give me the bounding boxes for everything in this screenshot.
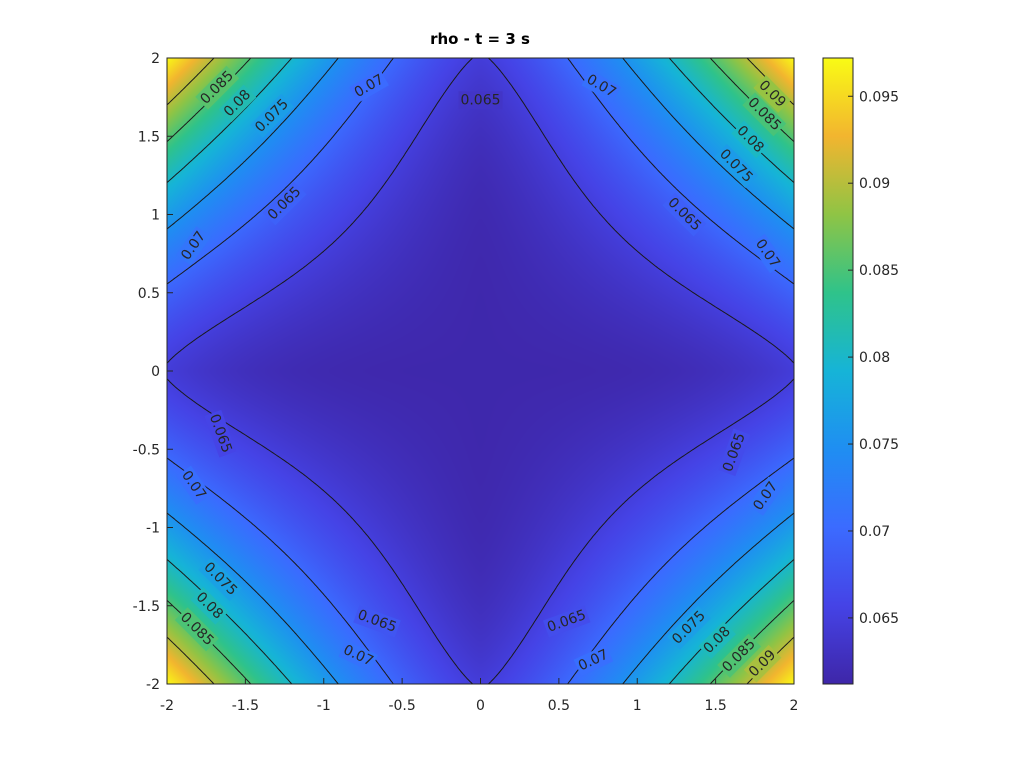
y-tick-label: 1.5	[138, 129, 160, 145]
contour-label-background	[718, 428, 751, 477]
contour-label-background	[338, 640, 378, 672]
contour-label-background	[743, 644, 782, 683]
y-tick-label: 2	[151, 51, 160, 67]
y-tick-label: 0.5	[138, 286, 160, 302]
contour-line	[166, 57, 795, 685]
contour-label-background	[176, 465, 212, 505]
contour-line	[166, 57, 795, 685]
contour-label-background	[581, 69, 621, 103]
x-tick-label: 1.5	[704, 698, 726, 714]
contour-label-background	[748, 476, 784, 516]
colorbar-tick-label: 0.085	[859, 263, 899, 279]
y-tick-label: 1	[151, 208, 160, 224]
contour-label-background	[174, 607, 219, 652]
contour-label-background	[458, 91, 503, 110]
colorbar	[822, 57, 854, 685]
contour-line	[166, 57, 795, 685]
contour-label-background	[749, 234, 785, 274]
contour-label-background	[195, 65, 240, 110]
x-tick-label: 1	[633, 698, 642, 714]
x-tick-label: 0	[476, 698, 485, 714]
colorbar-tick-label: 0.065	[859, 611, 899, 627]
contour-line	[166, 57, 795, 685]
contour-label-background	[190, 586, 229, 625]
contour-label-background	[218, 84, 257, 123]
colorbar-tick-label: 0.09	[859, 176, 890, 192]
contour-label-background	[662, 192, 707, 237]
colorbar-tick-label: 0.095	[859, 89, 899, 105]
y-tick-label: 0	[151, 364, 160, 380]
contour-label-text: 0.065	[460, 92, 500, 108]
colorbar-tick-label: 0.07	[859, 524, 890, 540]
y-tick-label: -0.5	[133, 442, 160, 458]
contour-label-background	[742, 92, 787, 137]
x-tick-label: -2	[160, 698, 174, 714]
x-axis: -2 -1.5 -1 -0.5 0 0.5 1 1.5 2	[160, 678, 798, 714]
contour-label-background	[204, 409, 237, 458]
contour-label-background	[731, 120, 769, 159]
x-tick-label: -1	[317, 698, 331, 714]
contour-label-background	[250, 93, 294, 138]
contour-label-background	[542, 605, 591, 638]
contour-label-background	[753, 75, 791, 113]
x-tick-label: -0.5	[388, 698, 415, 714]
x-tick-label: 2	[790, 698, 799, 714]
colorbar-tick-label: 0.075	[859, 437, 899, 453]
heatmap-area	[167, 58, 794, 684]
contour-label-background	[349, 69, 389, 103]
y-tick-label: -2	[146, 677, 160, 693]
contour-label: 0.065	[458, 91, 503, 110]
y-axis: 2 1.5 1 0.5 0 -0.5 -1 -1.5 -2	[133, 51, 173, 693]
y-tick-label: -1.5	[133, 599, 160, 615]
chart-title: rho - t = 3 s	[430, 30, 530, 48]
contour-label-background	[667, 605, 711, 650]
x-tick-label: -1.5	[232, 698, 259, 714]
y-tick-label: -1	[146, 521, 160, 537]
contour-label-background	[698, 621, 737, 660]
contour-label-background	[176, 226, 212, 266]
contour-label-background	[262, 181, 307, 226]
contour-label-background	[717, 633, 762, 678]
contour-label-background	[714, 144, 758, 188]
contour-label-background	[353, 605, 401, 638]
x-tick-label: 0.5	[548, 698, 570, 714]
contour-label-background	[198, 557, 243, 602]
contour-label-background	[573, 644, 614, 677]
colorbar-axis: 0.095 0.09 0.085 0.08 0.075 0.07 0.065	[848, 89, 899, 627]
colorbar-tick-label: 0.08	[859, 350, 890, 366]
